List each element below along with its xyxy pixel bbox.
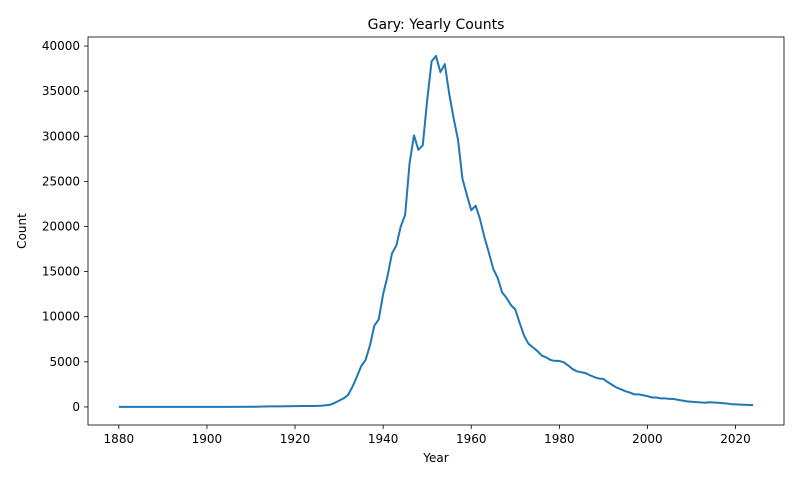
y-axis-label: Count <box>15 213 29 249</box>
x-axis-label: Year <box>422 451 448 465</box>
y-tick-label: 40000 <box>42 39 80 53</box>
y-tick-label: 10000 <box>42 310 80 324</box>
x-tick-label: 1960 <box>456 432 487 446</box>
chart-title: Gary: Yearly Counts <box>368 17 505 33</box>
y-tick-label: 25000 <box>42 174 80 188</box>
y-tick-label: 0 <box>72 400 80 414</box>
x-tick-label: 2020 <box>720 432 751 446</box>
x-axis-ticks: 1880 1900 1920 1940 1960 1980 2000 2020 <box>104 425 751 446</box>
x-tick-label: 1940 <box>368 432 399 446</box>
y-tick-label: 15000 <box>42 265 80 279</box>
plot-frame <box>87 36 785 426</box>
y-axis-ticks: 0 5000 10000 15000 20000 25000 30000 35000 40000 <box>42 39 88 414</box>
series-line <box>118 54 754 408</box>
y-tick-label: 35000 <box>42 84 80 98</box>
y-tick-label: 30000 <box>42 129 80 143</box>
y-tick-label: 20000 <box>42 219 80 233</box>
x-tick-label: 2000 <box>632 432 663 446</box>
y-tick-label: 5000 <box>49 355 80 369</box>
plot-series <box>118 54 754 408</box>
x-tick-label: 1980 <box>544 432 575 446</box>
x-tick-label: 1880 <box>104 432 135 446</box>
x-tick-label: 1920 <box>280 432 311 446</box>
x-tick-label: 1900 <box>192 432 223 446</box>
